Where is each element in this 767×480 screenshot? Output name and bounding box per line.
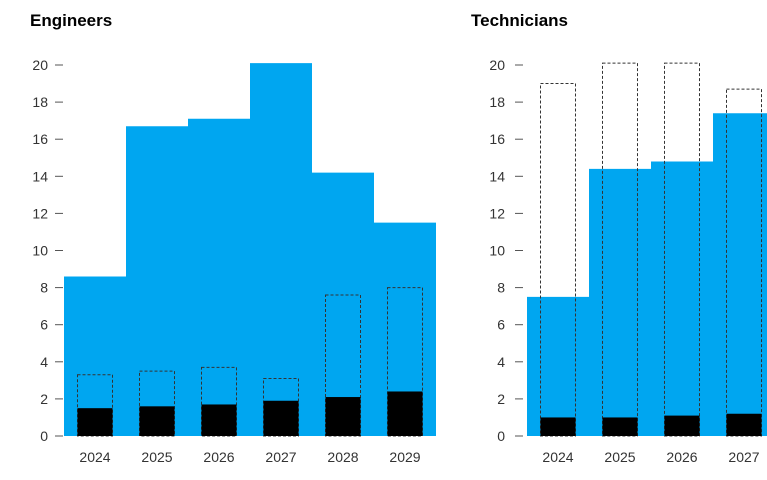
engineers-x-tick-2026: 2026 [203, 449, 234, 465]
technicians-y-tick-4: 4 [497, 354, 505, 370]
engineers-outline-bar-2024 [77, 374, 113, 437]
technicians-y-tick-14: 14 [489, 168, 505, 184]
technicians-black-bar-2027 [726, 413, 762, 436]
engineers-y-tick-2: 2 [40, 391, 48, 407]
technicians-chart-title: Technicians [471, 11, 568, 30]
technicians-black-bar-2024 [540, 417, 576, 436]
technicians-y-tick-16: 16 [489, 131, 505, 147]
engineers-black-bar-2027 [263, 400, 299, 436]
engineers-x-tick-2029: 2029 [389, 449, 420, 465]
engineers-y-tick-12: 12 [32, 205, 48, 221]
engineers-y-tick-10: 10 [32, 243, 48, 259]
technicians-y-tick-18: 18 [489, 94, 505, 110]
technicians-y-tick-6: 6 [497, 317, 505, 333]
engineers-y-tick-4: 4 [40, 354, 48, 370]
technicians-outline-bar-2027 [726, 88, 762, 437]
engineers-black-bar-2026 [201, 404, 237, 436]
technicians-y-tick-0: 0 [497, 428, 505, 444]
engineers-y-tick-20: 20 [32, 57, 48, 73]
technicians-black-bar-2026 [664, 415, 700, 436]
technicians-y-tick-10: 10 [489, 243, 505, 259]
engineers-black-bar-2029 [387, 391, 423, 436]
technicians-black-bar-2025 [602, 417, 638, 436]
technicians-y-tick-2: 2 [497, 391, 505, 407]
technicians-outline-bar-2024 [540, 83, 576, 437]
engineers-x-tick-2024: 2024 [79, 449, 110, 465]
engineers-x-tick-2028: 2028 [327, 449, 358, 465]
engineers-y-tick-18: 18 [32, 94, 48, 110]
engineers-y-tick-6: 6 [40, 317, 48, 333]
engineers-black-bar-2028 [325, 397, 361, 436]
engineers-black-bar-2025 [139, 406, 175, 436]
engineers-x-tick-2027: 2027 [265, 449, 296, 465]
technicians-x-tick-2026: 2026 [666, 449, 697, 465]
engineers-y-tick-8: 8 [40, 280, 48, 296]
engineers-outline-bar-2028 [325, 294, 361, 437]
technicians-y-tick-20: 20 [489, 57, 505, 73]
engineers-step-area [64, 63, 436, 437]
technicians-step-area [527, 113, 767, 436]
engineers-black-bar-2024 [77, 408, 113, 436]
engineers-chart-title: Engineers [30, 11, 113, 30]
engineers-x-tick-2025: 2025 [141, 449, 172, 465]
technicians-y-tick-8: 8 [497, 280, 505, 296]
engineers-y-tick-0: 0 [40, 428, 48, 444]
technicians-x-tick-2024: 2024 [542, 449, 573, 465]
technicians-x-tick-2025: 2025 [604, 449, 635, 465]
engineers-y-tick-14: 14 [32, 168, 48, 184]
engineers-y-tick-16: 16 [32, 131, 48, 147]
technicians-x-tick-2027: 2027 [728, 449, 759, 465]
technicians-y-tick-12: 12 [489, 205, 505, 221]
